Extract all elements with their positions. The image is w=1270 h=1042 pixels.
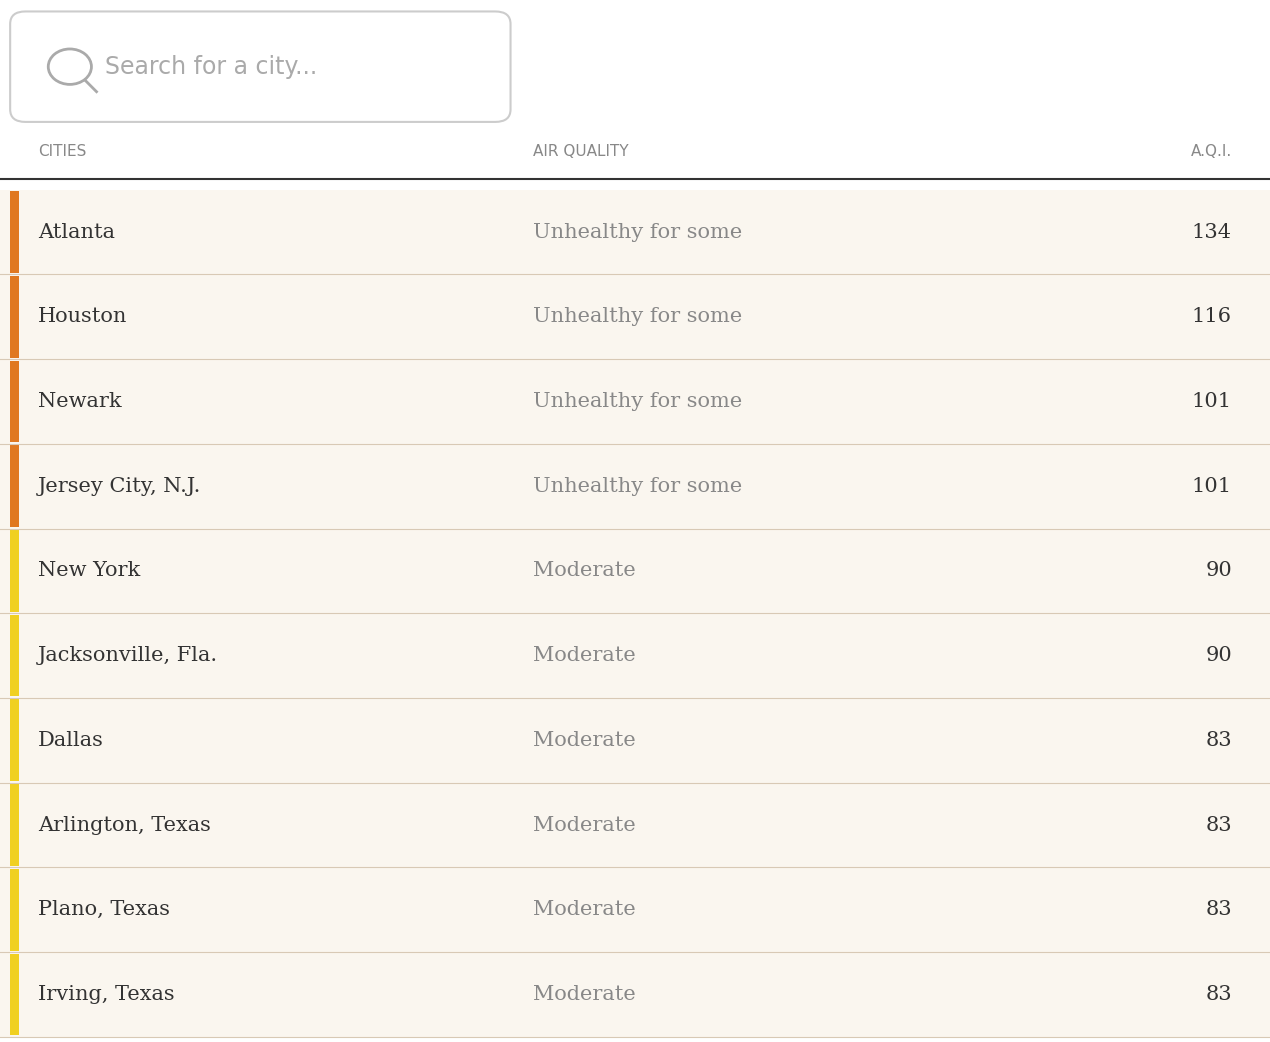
FancyBboxPatch shape (0, 698, 1270, 783)
FancyBboxPatch shape (10, 699, 19, 782)
Text: CITIES: CITIES (38, 144, 86, 158)
FancyBboxPatch shape (0, 274, 1270, 359)
FancyBboxPatch shape (10, 445, 19, 527)
Text: Moderate: Moderate (533, 816, 636, 835)
FancyBboxPatch shape (10, 785, 19, 866)
FancyBboxPatch shape (0, 867, 1270, 952)
FancyBboxPatch shape (0, 783, 1270, 867)
FancyBboxPatch shape (10, 276, 19, 357)
FancyBboxPatch shape (10, 615, 19, 696)
Text: Newark: Newark (38, 392, 122, 411)
Text: Plano, Texas: Plano, Texas (38, 900, 170, 919)
Text: 101: 101 (1191, 476, 1232, 496)
FancyBboxPatch shape (10, 953, 19, 1036)
Text: Houston: Houston (38, 307, 127, 326)
Text: AIR QUALITY: AIR QUALITY (533, 144, 629, 158)
FancyBboxPatch shape (0, 190, 1270, 274)
Text: 116: 116 (1193, 307, 1232, 326)
Text: Moderate: Moderate (533, 646, 636, 665)
Text: 83: 83 (1205, 900, 1232, 919)
Text: 90: 90 (1205, 562, 1232, 580)
Text: Unhealthy for some: Unhealthy for some (533, 307, 743, 326)
FancyBboxPatch shape (10, 192, 19, 273)
Text: 101: 101 (1191, 392, 1232, 411)
Text: 134: 134 (1193, 223, 1232, 242)
FancyBboxPatch shape (10, 530, 19, 612)
FancyBboxPatch shape (10, 361, 19, 442)
Text: Unhealthy for some: Unhealthy for some (533, 392, 743, 411)
Text: Moderate: Moderate (533, 985, 636, 1003)
FancyBboxPatch shape (0, 613, 1270, 698)
Text: 83: 83 (1205, 816, 1232, 835)
FancyBboxPatch shape (0, 528, 1270, 613)
Text: Unhealthy for some: Unhealthy for some (533, 223, 743, 242)
FancyBboxPatch shape (10, 11, 511, 122)
Text: Moderate: Moderate (533, 900, 636, 919)
Text: 83: 83 (1205, 730, 1232, 750)
Text: New York: New York (38, 562, 141, 580)
Text: Jersey City, N.J.: Jersey City, N.J. (38, 476, 202, 496)
FancyBboxPatch shape (0, 952, 1270, 1037)
Text: Unhealthy for some: Unhealthy for some (533, 476, 743, 496)
Text: A.Q.I.: A.Q.I. (1191, 144, 1232, 158)
Text: Moderate: Moderate (533, 730, 636, 750)
Text: 83: 83 (1205, 985, 1232, 1003)
Text: Atlanta: Atlanta (38, 223, 116, 242)
Text: Jacksonville, Fla.: Jacksonville, Fla. (38, 646, 218, 665)
FancyBboxPatch shape (10, 869, 19, 950)
Text: Arlington, Texas: Arlington, Texas (38, 816, 211, 835)
Text: 90: 90 (1205, 646, 1232, 665)
FancyBboxPatch shape (0, 444, 1270, 528)
FancyBboxPatch shape (0, 359, 1270, 444)
Text: Irving, Texas: Irving, Texas (38, 985, 175, 1003)
Text: Search for a city...: Search for a city... (105, 54, 318, 79)
Text: Dallas: Dallas (38, 730, 104, 750)
Text: Moderate: Moderate (533, 562, 636, 580)
